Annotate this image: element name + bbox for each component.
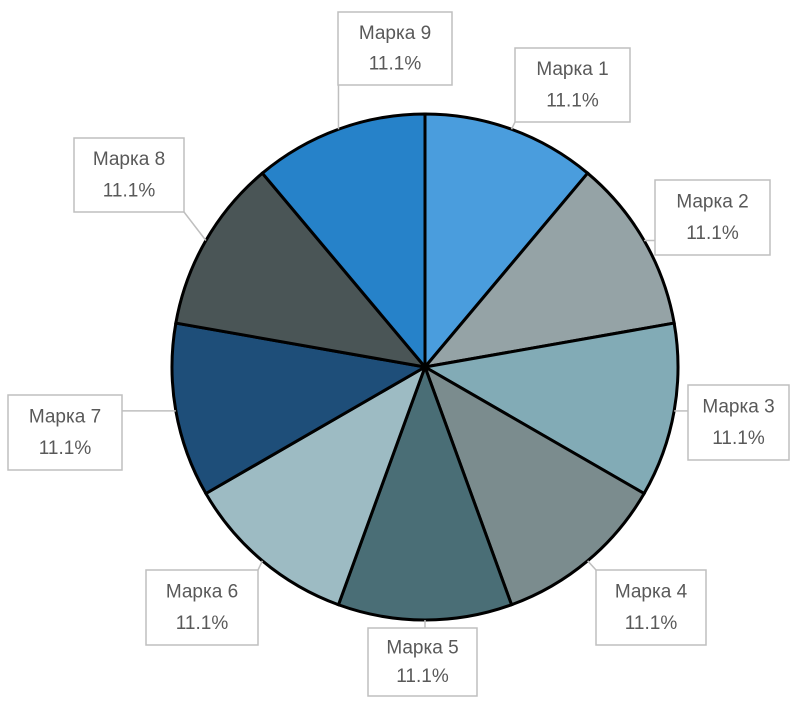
- slice-label: Марка 4: [615, 582, 688, 603]
- leader-line: [587, 560, 597, 571]
- pie-slice: [423, 112, 590, 372]
- label-box: [7, 394, 123, 471]
- pie-slice: [422, 363, 647, 607]
- slice-label: Марка 2: [676, 192, 748, 213]
- label-box: [145, 569, 259, 646]
- slice-value-label: 11.1%: [39, 438, 92, 459]
- label-box: [337, 11, 453, 86]
- label-box: [595, 569, 707, 646]
- pie-slice: [203, 363, 428, 607]
- slice-label: Марка 1: [536, 59, 608, 80]
- pie-slice: [421, 171, 676, 370]
- slice-label: Марка 5: [386, 637, 458, 658]
- slice-value-label: 11.1%: [546, 90, 599, 111]
- slice-label: Марка 3: [702, 397, 774, 418]
- label-box: [514, 47, 631, 123]
- slice-label: Марка 7: [29, 407, 101, 428]
- slice-value-label: 11.1%: [396, 666, 449, 687]
- slice-value-label: 11.1%: [103, 180, 156, 201]
- slice-value-label: 11.1%: [712, 428, 765, 449]
- slice-label: Марка 6: [166, 582, 238, 603]
- pie-slice: [336, 362, 514, 622]
- pie-slice: [170, 321, 430, 496]
- slice-value-label: 11.1%: [625, 613, 678, 634]
- label-box: [687, 384, 790, 461]
- pie-slice: [174, 171, 429, 370]
- leader-line: [257, 560, 264, 571]
- pie-slice: [420, 321, 680, 496]
- label-box: [367, 627, 478, 697]
- slice-label: Марка 9: [359, 23, 431, 44]
- leader-line: [510, 121, 516, 130]
- label-box: [73, 137, 185, 213]
- slice-label: Марка 8: [93, 149, 165, 170]
- label-box: [654, 179, 771, 256]
- pie-slice: [260, 112, 427, 372]
- slice-value-label: 11.1%: [369, 54, 422, 75]
- leader-line: [183, 211, 207, 241]
- slice-value-label: 11.1%: [686, 223, 739, 244]
- slice-value-label: 11.1%: [176, 613, 229, 634]
